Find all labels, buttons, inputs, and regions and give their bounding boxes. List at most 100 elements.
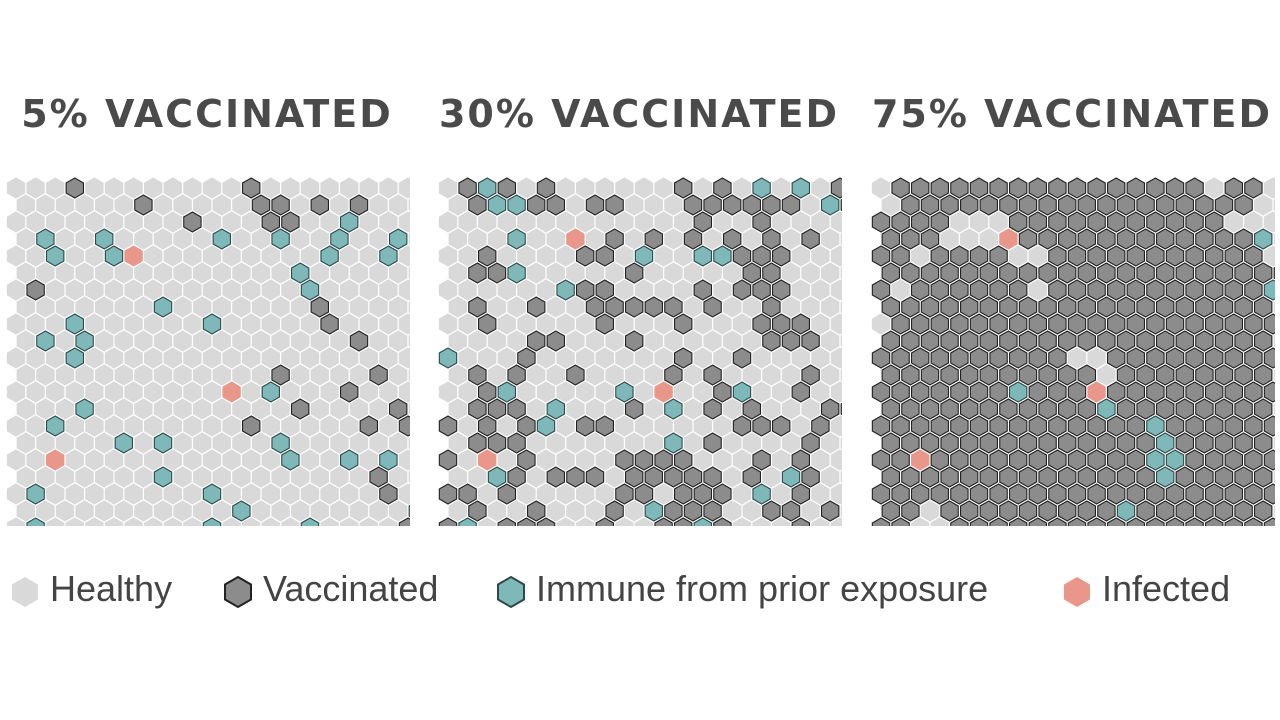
hex-cell-immune [556,279,575,301]
hex-cell-healthy [114,194,133,216]
hex-cell-infected [46,449,65,471]
hex-cell-healthy [398,313,410,335]
hex-cell-vaccinated [1146,177,1165,199]
hex-cell-vaccinated [1195,262,1214,284]
hex-cell-vaccinated [468,194,487,216]
hex-cell-vaccinated [1126,313,1146,335]
hex-cell-healthy [791,415,810,437]
hex-cell-healthy [723,398,742,420]
hex-cell-vaccinated [1087,483,1106,505]
hex-cell-vaccinated [134,194,153,216]
hex-cell-vaccinated [664,466,683,488]
hex-cell-vaccinated [634,449,654,471]
hex-cell-healthy [458,245,477,267]
hex-cell-vaccinated [881,398,901,420]
hex-cell-healthy [585,228,605,250]
hex-cell-healthy [124,177,143,199]
hex-cell-healthy [16,398,35,420]
hex-cell-healthy [232,398,251,420]
legend-label-healthy: Healthy [50,568,173,609]
hex-cell-healthy [585,500,605,522]
hex-cell-vaccinated [1038,432,1057,454]
hex-cell-healthy [840,436,842,450]
hex-cell-healthy [644,432,663,454]
hex-cell-immune [104,245,124,267]
hex-cell-vaccinated [1244,347,1263,369]
hex-cell-vaccinated [1116,228,1136,250]
hex-cell-vaccinated [290,398,310,420]
hex-cell-healthy [950,211,969,233]
hex-cell-healthy [271,262,290,284]
hex-cell-vaccinated [891,347,910,369]
hex-cell-vaccinated [791,517,811,526]
hex-cell-healthy [811,177,830,199]
hex-cell-healthy [605,432,624,454]
hex-cell-vaccinated [673,347,693,369]
hex-cell-immune [781,466,801,488]
hex-cell-healthy [448,500,467,522]
hex-cell-healthy [46,347,65,369]
hex-cell-healthy [6,347,26,369]
hex-cell-vaccinated [1244,381,1263,403]
hex-cell-healthy [36,398,55,420]
hex-cell-healthy [271,466,290,488]
hex-cell-vaccinated [950,483,969,505]
hex-cell-vaccinated [713,381,732,403]
hex-cell-healthy [300,211,320,233]
hex-cell-healthy [271,500,290,522]
hex-cell-vaccinated [1018,262,1038,284]
hex-cell-vaccinated [1234,398,1253,420]
hex-cell-vaccinated [261,211,281,233]
hex-cell-healthy [585,330,605,352]
hex-cell-healthy [497,211,516,233]
hex-cell-vaccinated [703,194,722,216]
hex-cell-vaccinated [891,483,910,505]
hex-cell-vaccinated [1165,381,1185,403]
hex-cell-vaccinated [664,296,683,318]
hex-cell-vaccinated [1126,177,1146,199]
hex-grid-30pct [438,177,842,526]
hex-cell-healthy [183,449,202,471]
hex-cell-healthy [153,398,173,420]
hex-cell-healthy [271,398,290,420]
hex-cell-healthy [173,296,192,318]
hex-cell-healthy [448,330,467,352]
hex-cell-vaccinated [999,296,1018,318]
hex-cell-vaccinated [1018,466,1038,488]
hex-cell-vaccinated [507,364,526,386]
hex-cell-healthy [556,517,575,526]
hex-cell-healthy [261,347,280,369]
hex-cell-healthy [674,245,693,267]
hex-cell-healthy [664,194,683,216]
hex-cell-healthy [605,466,624,488]
hex-cell-immune [290,262,310,284]
hex-cell-healthy [16,364,35,386]
hex-cell-vaccinated [969,415,989,437]
hex-cell-vaccinated [1116,296,1136,318]
hex-cell-healthy [821,364,840,386]
hex-cell-vaccinated [693,211,713,233]
hex-cell-vaccinated [1195,228,1214,250]
hex-cell-vaccinated [1067,313,1087,335]
hex-cell-healthy [398,177,410,199]
hex-cell-vaccinated [1253,262,1273,284]
hex-cell-vaccinated [1106,381,1126,403]
hex-cell-healthy [222,245,241,267]
hex-cell-vaccinated [1116,466,1136,488]
hex-cell-immune [36,330,55,352]
hex-cell-healthy [330,194,349,216]
hex-cell-healthy [762,398,781,420]
hex-cell-healthy [222,211,241,233]
hex-cell-healthy [202,211,222,233]
hex-cell-vaccinated [1136,228,1155,250]
hex-cell-vaccinated [1204,415,1224,437]
hex-cell-vaccinated [1244,483,1263,505]
hex-cell-vaccinated [1214,228,1234,250]
hex-cell-healthy [6,517,26,526]
hex-cell-vaccinated [969,177,989,199]
hex-cell-vaccinated [742,398,762,420]
hex-cell-vaccinated [989,279,1008,301]
hex-cell-healthy [163,347,182,369]
hex-cell-healthy [585,364,605,386]
hex-cell-healthy [300,313,320,335]
